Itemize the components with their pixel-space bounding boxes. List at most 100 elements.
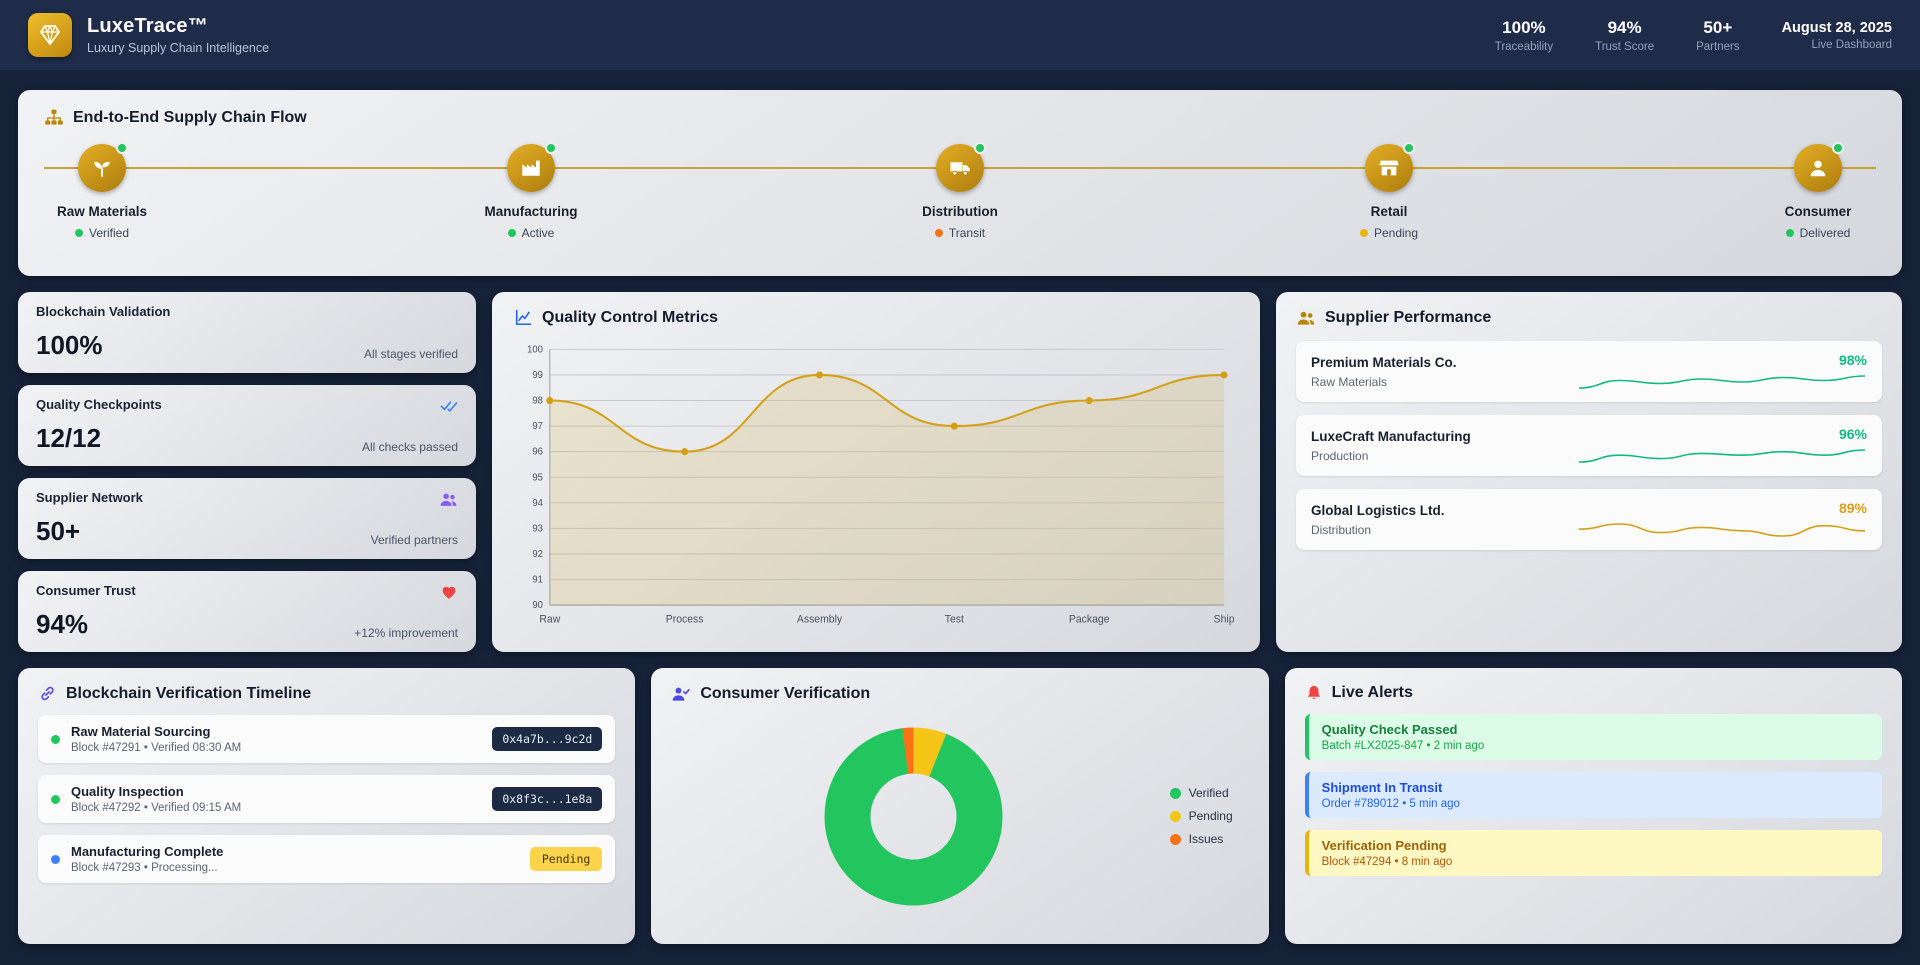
stat-card-value: 100% [36,330,103,360]
stat-label: Trust Score [1595,40,1655,53]
seedling-icon [94,161,110,178]
timeline-row-raw-material-sourcing[interactable]: Raw Material Sourcing Block #47291 • Ver… [38,715,616,763]
truck-icon [949,161,970,176]
flow-stage-retail: Retail Pending [1331,142,1447,240]
supplier-metrics: 89% [1577,500,1867,539]
stage-circle [1365,142,1415,192]
stage-status: Active [507,226,555,240]
supplier-metrics: 98% [1577,352,1867,391]
block-hash-badge[interactable]: 0x8f3c...1e8a [492,787,603,811]
donut-legend: Verified Pending Issues [1169,786,1233,846]
svg-text:95: 95 [532,472,543,483]
timeline-title-text: Blockchain Verification Timeline [66,684,312,702]
stage-circle [507,142,557,192]
stat-card-note: All stages verified [363,347,458,361]
supplier-row-global-logistics[interactable]: Global Logistics Ltd. Distribution 89% [1296,489,1882,550]
legend-label: Verified [1188,786,1229,800]
date-text: August 28, 2025 [1781,19,1892,36]
sitemap-icon [45,109,63,125]
svg-text:93: 93 [532,523,543,534]
stat-value: 100% [1502,17,1546,37]
alert-detail: Order #789012 • 5 min ago [1321,798,1460,810]
consumer-verification-donut-chart [824,726,1003,905]
legend-item-pending: Pending [1169,809,1233,823]
legend-item-issues: Issues [1169,832,1233,846]
stage-name: Distribution [922,204,998,219]
timeline-info: Quality Inspection Block #47292 • Verifi… [71,784,241,814]
svg-text:92: 92 [532,549,543,560]
heart-icon [442,586,456,599]
flow-stage-manufacturing: Manufacturing Active [473,142,589,240]
stage-status: Transit [934,226,986,240]
timeline-status-dot [51,794,60,804]
live-alerts-card: Live Alerts Quality Check Passed Batch #… [1284,668,1902,944]
header-stat-trust-score: 94% Trust Score [1595,18,1654,53]
legend-dot [1169,810,1181,822]
stage-circle [1794,142,1844,192]
supplier-score: 98% [1838,352,1867,368]
supplier-name: Global Logistics Ltd. [1311,502,1445,518]
quality-metrics-card: Quality Control Metrics 90 91 92 93 94 95 96 97… [492,292,1260,652]
stat-card-note: Verified partners [370,533,458,547]
alert-row-verification-pending[interactable]: Verification Pending Block #47294 • 8 mi… [1304,830,1882,876]
stat-label: Partners [1696,40,1740,53]
header-stat-partners: 50+ Partners [1696,18,1739,53]
timeline-item-detail: Block #47293 • Processing... [71,862,218,874]
legend-label: Issues [1188,832,1224,846]
status-dot [934,229,943,237]
flow-stage-distribution: Distribution Transit [902,142,1018,240]
supplier-category: Distribution [1311,522,1372,537]
supplier-category: Raw Materials [1311,374,1388,389]
stat-card-title: Supplier Network [36,490,143,505]
bottom-row: Blockchain Verification Timeline Raw Mat… [18,668,1902,944]
stat-card-value: 12/12 [36,423,102,453]
supplier-row-premium-materials[interactable]: Premium Materials Co. Raw Materials 98% [1296,341,1882,402]
alert-row-quality-check-passed[interactable]: Quality Check Passed Batch #LX2025-847 •… [1304,714,1882,760]
stat-label: Traceability [1494,40,1554,53]
stat-card-title: Consumer Trust [36,583,136,598]
timeline-item-title: Manufacturing Complete [71,844,224,859]
legend-label: Pending [1188,809,1233,823]
flow-stages: Raw Materials Verified Manufacturing Act… [44,142,1876,240]
supplier-sparkline [1578,523,1866,537]
svg-text:Assembly: Assembly [797,613,843,625]
stat-card-blockchain-validation: Blockchain Validation 100% All stages ve… [18,292,476,373]
supplier-metrics: 96% [1577,426,1867,465]
alert-row-shipment-in-transit[interactable]: Shipment In Transit Order #789012 • 5 mi… [1304,772,1882,818]
legend-item-verified: Verified [1169,786,1233,800]
status-text: Transit [948,226,986,240]
timeline-info: Raw Material Sourcing Block #47291 • Ver… [71,724,241,754]
svg-text:Ship: Ship [1214,613,1235,625]
timeline-status-dot [51,734,60,744]
alerts-card-title: Live Alerts [1305,684,1882,702]
supplier-row-luxecraft[interactable]: LuxeCraft Manufacturing Production 96% [1296,415,1882,476]
brand-block: LuxeTrace™ Luxury Supply Chain Intellige… [28,13,269,57]
supplier-name: LuxeCraft Manufacturing [1311,428,1471,444]
stat-card-supplier-network: Supplier Network 50+ Verified partners [18,478,476,559]
timeline-item-title: Raw Material Sourcing [71,724,211,739]
svg-text:Raw: Raw [539,613,560,625]
supply-chain-flow-card: End-to-End Supply Chain Flow Raw Materia… [18,90,1902,276]
status-text: Pending [1373,226,1419,240]
header-stat-traceability: 100% Traceability [1495,18,1553,53]
block-hash-badge[interactable]: 0x4a7b...9c2d [492,727,603,751]
stage-name: Raw Materials [56,204,148,219]
quality-title-text: Quality Control Metrics [542,308,719,326]
stat-card-quality-checkpoints: Quality Checkpoints 12/12 All checks pas… [18,385,476,466]
person-icon [1810,160,1826,177]
timeline-row-manufacturing-complete[interactable]: Manufacturing Complete Block #47293 • Pr… [38,835,616,883]
link-icon [41,686,54,701]
blockchain-timeline-card: Blockchain Verification Timeline Raw Mat… [18,668,636,944]
app-subtitle: Luxury Supply Chain Intelligence [87,41,270,55]
supplier-score: 96% [1838,426,1867,442]
alert-title: Quality Check Passed [1321,722,1458,737]
supplier-sparkline [1578,449,1866,463]
donut-area: Verified Pending Issues [671,704,1248,928]
store-icon [1379,160,1399,176]
status-text: Verified [88,226,130,240]
timeline-row-quality-inspection[interactable]: Quality Inspection Block #47292 • Verifi… [38,775,616,823]
double-check-icon [440,401,458,412]
status-dot [1785,229,1794,237]
status-text: Active [521,226,555,240]
timeline-status-dot [51,854,60,864]
